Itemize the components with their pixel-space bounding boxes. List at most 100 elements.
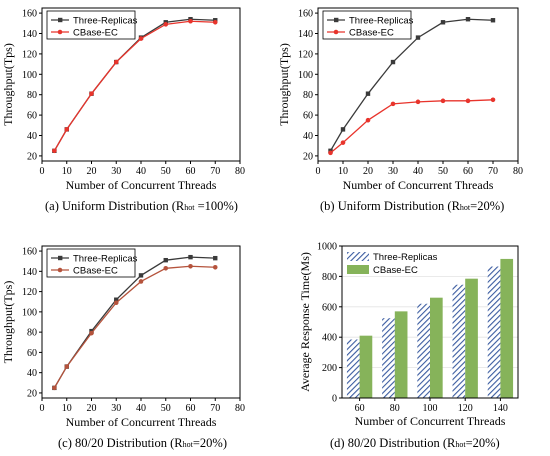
y-tick-label: 140 [22,267,37,278]
legend-label: CBase-EC [373,265,418,276]
data-point [328,150,333,156]
data-point [188,254,193,260]
y-axis-label: Throughput(Tps) [1,43,15,126]
data-point [163,265,169,271]
data-point [440,20,446,25]
y-tick-label: 40 [27,131,37,142]
data-point [365,117,371,123]
y-tick-label: 20 [303,151,313,162]
x-tick-label: 0 [40,166,45,177]
data-point [188,263,193,269]
bar [394,311,408,398]
data-point [163,257,168,263]
data-point [465,17,471,22]
x-tick-label: 70 [488,166,498,177]
y-tick-label: 60 [27,348,37,359]
y-tick-label: 400 [322,333,337,344]
legend-label: Three-Replicas [73,16,138,27]
legend-label: Three-Replicas [373,252,438,263]
y-tick-label: 200 [322,363,337,374]
data-point [490,18,496,23]
legend-label: Three-Replicas [73,254,138,265]
series-line [53,20,216,152]
bar [382,318,395,398]
legend-label: Three-Replicas [349,16,414,27]
y-tick-label: 0 [332,394,337,405]
data-point [340,127,346,132]
x-tick-label: 80 [513,166,523,177]
x-tick-label: 40 [413,166,423,177]
line-chart-0: 0 10 20 30 40 50 60 70 80 20 40 60 80 100 120 140 160 Num… [1,7,245,192]
x-tick-label: 10 [62,166,72,177]
x-tick-label: 60 [463,166,473,177]
x-tick-label: 30 [111,403,121,414]
x-axis-label: Number of Concurrent Threads [66,415,217,429]
series-line [330,99,494,154]
data-point [138,279,144,284]
x-tick-label: 30 [111,166,121,177]
y-tick-label: 100 [298,70,313,81]
y-tick-label: 40 [27,368,37,379]
y-tick-label: 80 [27,90,37,101]
legend-box [46,248,136,278]
data-point [415,99,421,105]
legend-marker [58,255,63,261]
x-axis-label: Number of Concurrent Threads [355,414,506,428]
bar [452,284,466,398]
x-tick-label: 60 [186,403,196,414]
legend-marker [333,29,339,35]
x-tick-label: 50 [161,403,171,414]
legend-swatch [347,252,369,261]
y-tick-label: 100 [22,307,37,318]
bar [500,258,514,398]
bar [417,303,430,398]
data-point [138,273,144,278]
y-tick-label: 20 [27,151,37,162]
y-tick-label: 80 [303,90,313,101]
data-point [415,35,421,40]
y-tick-label: 140 [298,29,313,40]
y-tick-label: 80 [27,328,37,339]
x-tick-label: 100 [423,403,438,414]
data-point [390,59,396,65]
bar [465,278,478,398]
caption-d: (d) 80/20 Distribution (Rhot=20%) [330,436,500,450]
series-line [53,265,216,389]
y-tick-label: 600 [322,302,337,313]
data-point [340,140,346,145]
data-point [163,22,169,27]
y-tick-label: 120 [298,49,313,60]
legend-swatch [347,265,369,274]
legend-label: CBase-EC [73,28,118,39]
y-tick-label: 60 [303,111,313,122]
legend-label: CBase-EC [349,28,394,39]
legend-marker [57,267,63,273]
y-tick-label: 800 [322,272,337,283]
x-tick-label: 80 [390,403,400,414]
data-point [365,91,371,96]
legend-marker [58,17,63,23]
caption-a: (a) Uniform Distribution (Rhot =100%) [45,199,238,213]
x-tick-label: 0 [316,166,321,177]
x-tick-label: 80 [235,166,245,177]
x-tick-label: 50 [161,166,171,177]
y-axis-label: Throughput(Tps) [1,281,15,364]
x-tick-label: 70 [210,403,220,414]
x-tick-label: 40 [136,403,146,414]
data-point [52,385,57,391]
bar [430,297,443,398]
x-tick-label: 0 [40,403,45,414]
data-point [138,36,144,41]
data-point [113,59,119,65]
bar [359,335,373,398]
data-point [188,18,193,24]
bar [487,266,501,398]
bar [346,339,360,398]
x-tick-label: 20 [363,166,373,177]
x-tick-label: 10 [62,403,72,414]
data-point [113,300,119,306]
y-tick-label: 120 [22,49,37,60]
y-tick-label: 40 [303,131,313,142]
x-tick-label: 120 [458,403,473,414]
